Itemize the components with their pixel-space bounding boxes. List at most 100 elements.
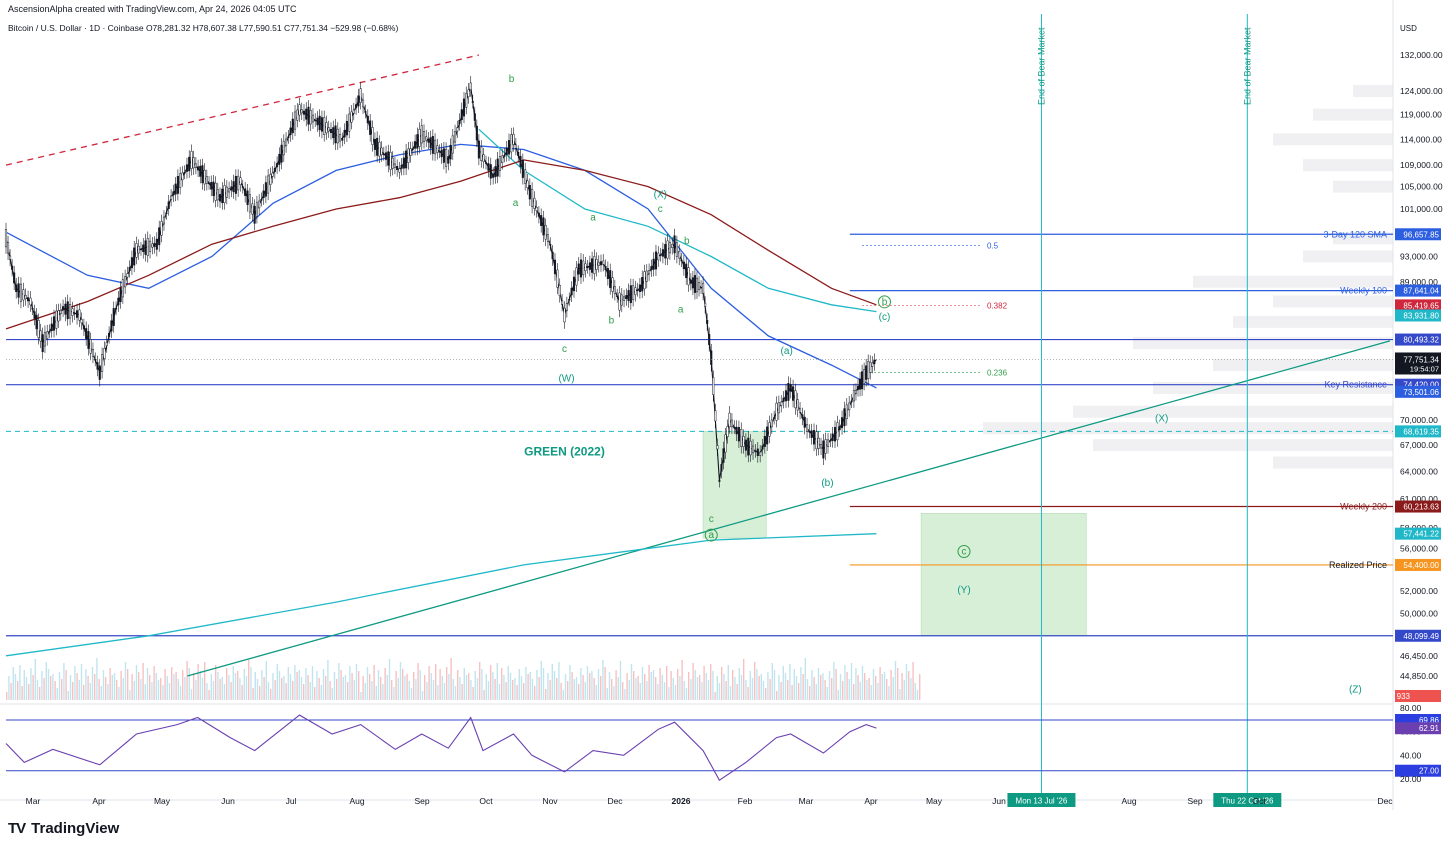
volume-bar <box>883 672 886 700</box>
volume-bar <box>672 678 674 700</box>
volume-bar <box>228 675 230 700</box>
candle-body <box>436 145 439 153</box>
candle-body <box>873 360 876 365</box>
price-tick-label: 101,000.00 <box>1400 204 1443 214</box>
candle-body <box>449 144 452 160</box>
candle-body <box>629 285 632 304</box>
volume-bar <box>910 678 912 700</box>
fib-label: 0.382 <box>987 301 1008 310</box>
volume-bar <box>749 671 751 700</box>
wave-label: c <box>961 546 966 557</box>
candle-body <box>13 272 16 284</box>
candle-body <box>52 316 56 331</box>
volume-bar <box>648 665 650 700</box>
candle-body <box>96 362 99 370</box>
candle-body <box>409 148 412 156</box>
candle-body <box>33 311 36 319</box>
candle-body <box>185 164 189 172</box>
volume-bar <box>527 674 529 700</box>
candle-body <box>210 182 213 190</box>
current-price-tag: 77,751.34 <box>1403 355 1439 364</box>
candle-body <box>391 157 394 169</box>
volume-bar <box>201 678 204 700</box>
tradingview-logo: TV TradingView <box>8 820 119 837</box>
candle-body <box>609 270 612 288</box>
volume-bar <box>63 663 65 700</box>
volume-bar <box>712 671 714 700</box>
wave-label: a <box>513 198 519 209</box>
end-of-bear-label: End of Bear Market <box>1036 27 1046 105</box>
candle-body <box>850 400 853 403</box>
volume-bar <box>366 667 369 700</box>
volume-bar <box>597 669 600 700</box>
candle-body <box>861 371 864 390</box>
volume-bar <box>461 684 463 700</box>
candle-body <box>241 186 244 188</box>
candle-body <box>668 242 671 254</box>
candle-body <box>110 320 113 332</box>
volume-bar <box>608 672 611 700</box>
price-tick-label: 67,000.00 <box>1400 440 1438 450</box>
candle-body <box>710 350 713 365</box>
volume-bar <box>602 660 604 700</box>
volume-bar <box>382 684 384 700</box>
candle-body <box>407 148 410 163</box>
volume-bar <box>155 673 157 700</box>
volume-profile-bar <box>1073 405 1393 418</box>
candle-body <box>298 104 301 116</box>
candle-body <box>722 448 725 463</box>
candle-body <box>334 125 337 144</box>
candle-body <box>641 277 644 292</box>
candle-body <box>784 390 788 402</box>
volume-bar <box>800 667 802 700</box>
volume-bar <box>320 685 322 700</box>
candle-body <box>282 140 285 156</box>
candle-body <box>359 88 362 103</box>
volume-bar <box>771 663 773 700</box>
candle-body <box>50 323 53 332</box>
volume-bar <box>252 688 254 700</box>
volume-profile-bar <box>1273 133 1393 146</box>
volume-bar <box>793 669 795 700</box>
volume-bar <box>61 679 63 700</box>
candle-body <box>218 194 222 202</box>
price-axis-bg <box>1393 0 1456 810</box>
candle-body <box>133 247 136 266</box>
candle-body <box>280 144 283 163</box>
volume-bar <box>872 669 875 700</box>
wave-label: a <box>708 530 714 541</box>
volume-bar <box>149 675 151 700</box>
candle-body <box>289 127 292 136</box>
volume-bar <box>197 664 199 700</box>
volume-bar <box>452 679 454 700</box>
candle-body <box>135 243 138 258</box>
candle-body <box>803 416 806 428</box>
wave-label: c <box>658 204 663 215</box>
volume-bar <box>296 672 298 700</box>
volume-bar <box>611 679 613 700</box>
volume-bar <box>199 671 201 700</box>
time-tick-label: Dec <box>1377 796 1393 806</box>
candle-body <box>528 185 531 200</box>
candle-body <box>117 297 120 306</box>
candle-body <box>514 144 517 149</box>
candle-body <box>369 120 372 135</box>
wave-label: b <box>609 315 615 326</box>
volume-bar <box>241 685 243 700</box>
volume-bar <box>305 668 307 700</box>
volume-bar <box>571 672 573 700</box>
candle-body <box>473 113 476 121</box>
volume-bar <box>36 680 39 700</box>
volume-bar <box>316 671 318 700</box>
volume-bar <box>204 662 206 700</box>
time-tick-label: Jul <box>286 796 297 806</box>
volume-bar <box>613 686 615 700</box>
candle-body <box>565 303 568 311</box>
volume-profile-bar <box>1093 439 1393 452</box>
candle-body <box>438 150 441 153</box>
candle-body <box>112 308 115 326</box>
rsi-tick-label: 80.00 <box>1400 703 1422 713</box>
volume-bar <box>89 683 91 700</box>
volume-bar <box>393 687 395 700</box>
